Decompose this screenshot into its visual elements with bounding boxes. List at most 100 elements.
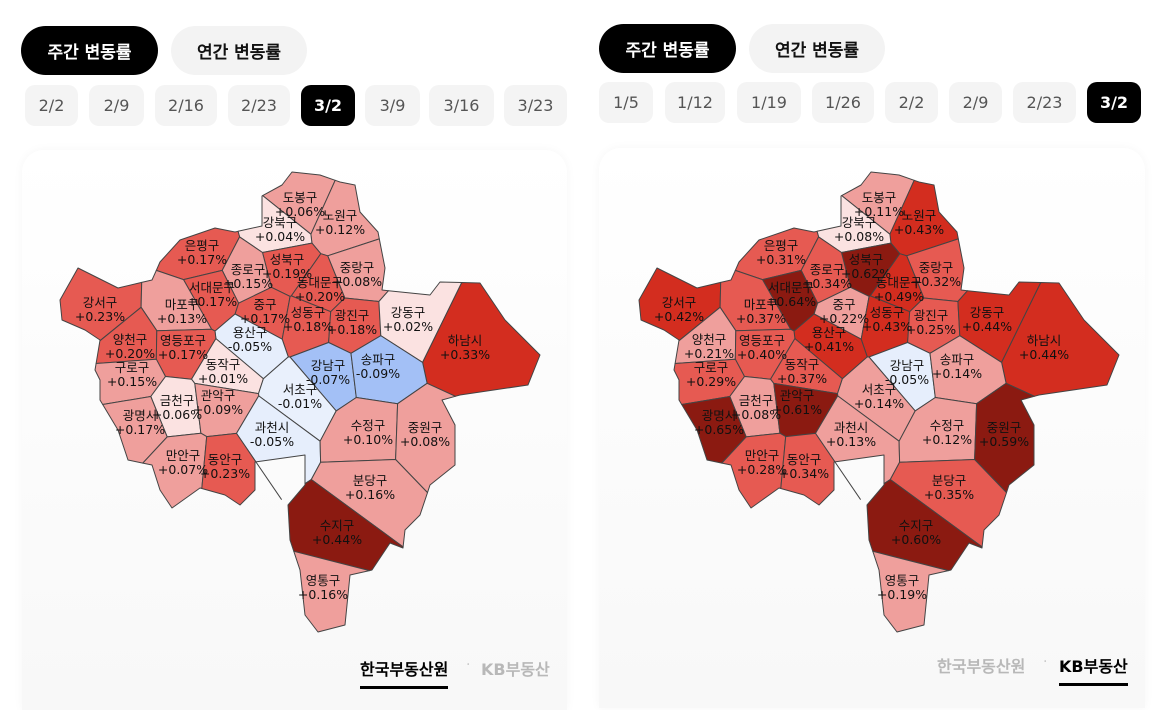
region-value-label: +0.40% xyxy=(737,347,787,362)
region-value-label: +0.19% xyxy=(262,266,312,281)
region-name-label: 동대문구 xyxy=(876,275,922,290)
region-value-label: +0.16% xyxy=(345,487,395,502)
region-value-label: +0.08% xyxy=(332,274,382,289)
region-name-label: 중랑구 xyxy=(919,260,954,275)
region-value-label: +0.08% xyxy=(834,229,884,244)
region-value-label: -0.07% xyxy=(306,372,350,387)
region-30[interactable] xyxy=(142,432,208,509)
region-value-label: +0.20% xyxy=(105,346,155,361)
region-name-label: 중원구 xyxy=(987,420,1022,435)
region-value-label: +0.44% xyxy=(962,319,1012,334)
region-value-label: +0.61% xyxy=(772,402,822,417)
region-value-label: +0.17% xyxy=(115,422,165,437)
region-name-label: 서대문구 xyxy=(768,280,814,295)
region-name-label: 하남시 xyxy=(448,333,483,348)
date-chip[interactable]: 1/26 xyxy=(812,82,874,123)
region-name-label: 강남구 xyxy=(890,358,925,373)
date-chip[interactable]: 2/9 xyxy=(949,82,1002,123)
region-name-label: 성북구 xyxy=(849,252,884,267)
date-chip[interactable]: 1/5 xyxy=(599,82,653,123)
region-name-label: 양천구 xyxy=(113,332,148,347)
date-chip[interactable]: 1/19 xyxy=(737,82,801,123)
region-value-label: +0.17% xyxy=(177,252,227,267)
region-name-label: 하남시 xyxy=(1027,333,1062,348)
region-name-label: 광진구 xyxy=(335,308,370,323)
region-name-label: 과천시 xyxy=(255,420,290,435)
source-tab-kb[interactable]: KB부동산 xyxy=(1059,653,1128,686)
region-value-label: +0.62% xyxy=(841,266,891,281)
date-chip[interactable]: 2/23 xyxy=(228,85,290,126)
date-chip[interactable]: 2/2 xyxy=(885,82,938,123)
date-chip[interactable]: 2/23 xyxy=(1013,82,1076,123)
region-name-label: 용산구 xyxy=(233,325,268,340)
region-name-label: 영통구 xyxy=(306,573,341,588)
source-separator: · xyxy=(1043,654,1048,670)
source-tab-kb[interactable]: KB부동산 xyxy=(481,660,550,679)
region-value-label: +0.33% xyxy=(440,347,490,362)
region-name-label: 구로구 xyxy=(115,360,150,375)
date-chip[interactable]: 2/2 xyxy=(25,85,78,126)
yearly-change-tab[interactable]: 연간 변동률 xyxy=(171,26,307,75)
region-value-label: +0.60% xyxy=(891,532,941,547)
region-value-label: -0.05% xyxy=(885,372,929,387)
date-chip[interactable]: 3/9 xyxy=(365,85,420,126)
region-name-label: 강동구 xyxy=(970,305,1005,320)
region-value-label: +0.42% xyxy=(654,309,704,324)
region-value-label: +0.23% xyxy=(200,466,250,481)
region-name-label: 광명시 xyxy=(702,408,737,423)
date-chip[interactable]: 2/16 xyxy=(155,85,217,126)
date-chip[interactable]: 2/9 xyxy=(89,85,144,126)
region-name-label: 강북구 xyxy=(263,215,298,230)
region-name-label: 수정구 xyxy=(930,418,965,433)
region-name-label: 만안구 xyxy=(166,448,201,463)
region-name-label: 강북구 xyxy=(842,215,877,230)
region-name-label: 금천구 xyxy=(739,393,774,408)
region-value-label: +0.09% xyxy=(193,402,243,417)
choropleth-map: 도봉구+0.06%노원구+0.12%강북구+0.04%은평구+0.17% 성북구+… xyxy=(59,171,541,633)
region-value-label: +0.08% xyxy=(400,434,450,449)
date-chip[interactable]: 3/2 xyxy=(1087,82,1141,123)
region-29[interactable] xyxy=(974,382,1035,494)
region-name-label: 중구 xyxy=(832,297,855,312)
region-value-label: +0.11% xyxy=(854,204,904,219)
region-value-label: +0.13% xyxy=(826,434,876,449)
region-33[interactable] xyxy=(866,479,983,572)
region-name-label: 종로구 xyxy=(231,262,266,277)
region-34[interactable] xyxy=(293,550,370,633)
region-name-label: 서초구 xyxy=(862,382,897,397)
source-tab-reb[interactable]: 한국부동산원 xyxy=(360,656,449,689)
region-value-label: +0.02% xyxy=(383,319,433,334)
region-value-label: +0.22% xyxy=(819,311,869,326)
region-29[interactable] xyxy=(395,382,456,494)
region-value-label: +0.31% xyxy=(756,252,806,267)
yearly-change-tab[interactable]: 연간 변동률 xyxy=(749,24,885,73)
region-value-label: +0.25% xyxy=(906,322,956,337)
region-name-label: 용산구 xyxy=(812,325,847,340)
date-chip[interactable]: 3/2 xyxy=(301,85,355,126)
region-33[interactable] xyxy=(287,479,404,572)
source-separator: · xyxy=(466,657,471,673)
region-name-label: 동작구 xyxy=(206,357,241,372)
region-value-label: +0.12% xyxy=(922,432,972,447)
source-tab-reb[interactable]: 한국부동산원 xyxy=(937,657,1026,676)
region-30[interactable] xyxy=(721,432,787,509)
region-value-label: +0.29% xyxy=(686,374,736,389)
region-value-label: +0.13% xyxy=(157,311,207,326)
region-34[interactable] xyxy=(872,550,949,633)
region-value-label: +0.44% xyxy=(1019,347,1069,362)
date-chip[interactable]: 3/23 xyxy=(504,85,567,126)
weekly-change-tab[interactable]: 주간 변동률 xyxy=(21,26,158,75)
region-value-label: +0.64% xyxy=(766,294,816,309)
region-31[interactable] xyxy=(780,432,861,506)
region-name-label: 분당구 xyxy=(353,473,388,488)
date-chip[interactable]: 3/16 xyxy=(429,85,494,126)
region-value-label: +0.32% xyxy=(911,274,961,289)
region-value-label: +0.34% xyxy=(802,276,852,291)
region-value-label: +0.10% xyxy=(343,432,393,447)
region-31[interactable] xyxy=(201,432,282,506)
region-name-label: 도봉구 xyxy=(862,190,897,205)
weekly-change-tab[interactable]: 주간 변동률 xyxy=(599,24,736,73)
region-name-label: 구로구 xyxy=(694,360,729,375)
date-chip[interactable]: 1/12 xyxy=(665,82,725,123)
region-name-label: 은평구 xyxy=(185,238,220,253)
